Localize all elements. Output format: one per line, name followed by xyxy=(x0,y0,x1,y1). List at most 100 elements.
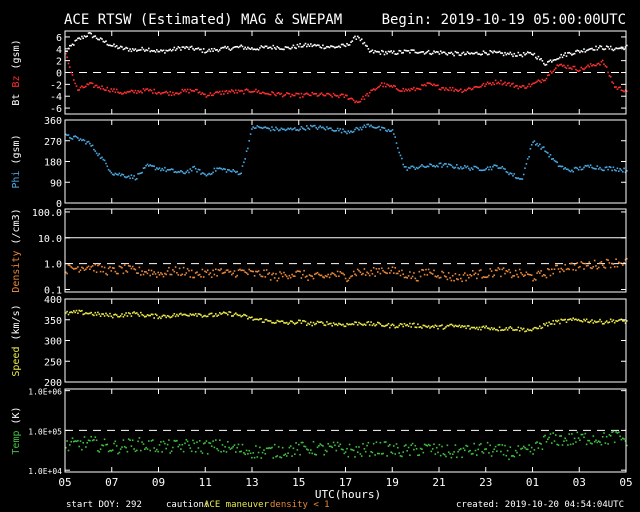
temp-point xyxy=(69,444,71,446)
temp-point xyxy=(177,445,180,448)
phi-point xyxy=(247,147,249,150)
speed-ylabel-part: Speed xyxy=(11,347,22,377)
phi-point xyxy=(547,152,549,154)
speed-point xyxy=(107,315,110,318)
x-tick-label: 05 xyxy=(58,476,71,489)
mag-point xyxy=(98,38,101,41)
density-point xyxy=(288,274,291,277)
x-tick-label: 05 xyxy=(619,476,632,489)
mag-point xyxy=(533,52,536,55)
density-point xyxy=(565,268,568,271)
temp-point xyxy=(118,451,121,454)
phi-point xyxy=(460,166,462,168)
phi-point xyxy=(101,156,103,159)
temp-point xyxy=(223,450,225,452)
density-point xyxy=(454,273,457,275)
mag-point xyxy=(160,93,162,95)
mag-point xyxy=(212,50,214,52)
mag-point xyxy=(299,96,301,99)
phi-point xyxy=(446,165,449,168)
phi-point xyxy=(612,166,615,169)
mag-point xyxy=(322,44,324,47)
mag-point xyxy=(615,86,617,88)
density-point xyxy=(517,276,520,278)
speed-point xyxy=(481,326,483,328)
mag-point xyxy=(460,54,462,57)
mag-point xyxy=(65,50,67,52)
mag-ytick-label: -2 xyxy=(50,80,62,91)
mag-point xyxy=(522,85,525,87)
mag-series-bt xyxy=(65,32,628,66)
speed-point xyxy=(177,315,180,317)
phi-point xyxy=(563,168,565,170)
speed-point xyxy=(99,315,102,317)
phi-point xyxy=(66,134,68,136)
mag-point xyxy=(247,89,249,91)
density-point xyxy=(327,273,329,276)
speed-point xyxy=(605,320,608,322)
mag-point xyxy=(176,92,178,94)
mag-point xyxy=(391,52,394,54)
mag-point xyxy=(253,90,256,93)
phi-point xyxy=(248,140,250,142)
mag-point xyxy=(97,86,99,89)
speed-point xyxy=(580,320,583,322)
density-point xyxy=(141,270,143,272)
phi-point xyxy=(585,165,588,167)
density-point xyxy=(476,277,478,280)
density-point xyxy=(267,273,269,275)
temp-point xyxy=(213,446,216,449)
mag-point xyxy=(583,68,585,71)
phi-point xyxy=(382,127,384,129)
temp-point xyxy=(220,451,222,453)
density-point xyxy=(457,278,459,281)
phi-point xyxy=(227,169,229,171)
speed-point xyxy=(397,326,399,329)
mag-point xyxy=(252,48,254,51)
temp-point xyxy=(154,450,157,453)
mag-point xyxy=(367,48,370,50)
density-point xyxy=(255,270,257,273)
temp-point xyxy=(584,432,587,435)
mag-point xyxy=(174,92,177,94)
temp-point xyxy=(411,442,414,445)
mag-point xyxy=(415,51,418,54)
phi-point xyxy=(429,163,431,165)
phi-point xyxy=(140,172,142,174)
temp-point xyxy=(577,437,580,439)
mag-point xyxy=(292,44,295,47)
temp-point xyxy=(593,440,596,443)
phi-point xyxy=(323,127,325,130)
speed-point xyxy=(457,325,459,328)
temp-point xyxy=(446,444,449,447)
mag-point xyxy=(259,47,261,49)
mag-point xyxy=(431,84,434,87)
density-point xyxy=(181,273,184,276)
mag-point xyxy=(206,50,209,52)
mag-point xyxy=(74,82,76,85)
phi-point xyxy=(216,167,218,170)
density-point xyxy=(295,271,297,273)
speed-point xyxy=(540,327,542,330)
phi-point xyxy=(268,127,271,130)
temp-point xyxy=(382,452,384,455)
mag-point xyxy=(288,93,291,95)
temp-point xyxy=(347,455,350,458)
mag-point xyxy=(236,45,238,48)
mag-point xyxy=(138,91,141,93)
temp-point xyxy=(235,451,237,453)
mag-point xyxy=(158,91,161,94)
density-point xyxy=(101,265,103,268)
temp-point xyxy=(394,453,396,455)
speed-point xyxy=(298,319,300,322)
mag-point xyxy=(532,82,534,85)
phi-point xyxy=(110,171,113,174)
mag-point xyxy=(308,45,311,47)
speed-point xyxy=(233,313,236,316)
density-point xyxy=(446,278,449,281)
speed-point xyxy=(215,313,217,315)
mag-point xyxy=(280,92,283,95)
phi-point xyxy=(406,169,408,171)
mag-point xyxy=(223,46,225,49)
mag-point xyxy=(291,46,293,49)
